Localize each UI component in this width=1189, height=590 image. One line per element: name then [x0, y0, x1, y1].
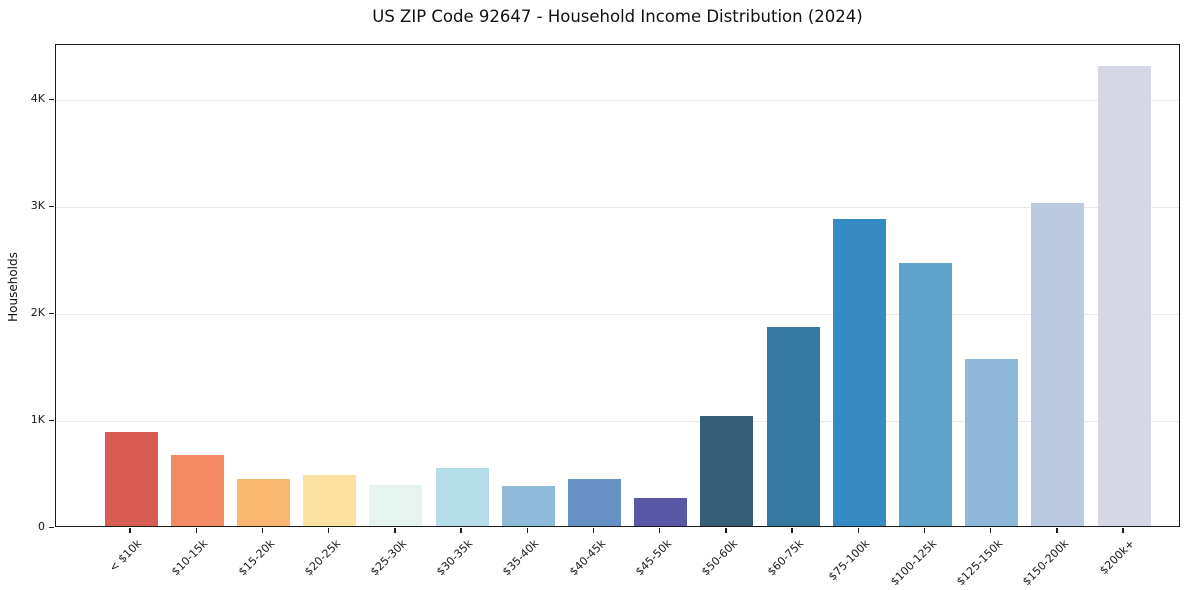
- x-tick-label: $20-25k: [301, 537, 343, 579]
- y-tick-label: 0: [38, 520, 45, 533]
- x-tick-label: $15-20k: [235, 537, 277, 579]
- x-tick-mark: [327, 528, 330, 533]
- x-tick-mark: [129, 528, 131, 533]
- bar: [1031, 202, 1085, 526]
- x-tick-mark: [791, 528, 793, 533]
- x-tick-mark: [526, 528, 529, 533]
- x-tick-mark: [460, 528, 462, 533]
- x-tick-label: $10-15k: [169, 537, 211, 579]
- x-tick-label: $100-125k: [887, 537, 939, 589]
- grid-line: [56, 207, 1179, 209]
- y-tick-mark: [49, 205, 54, 208]
- x-tick-label: $25-30k: [367, 537, 410, 579]
- x-tick-label: $200k+: [1097, 537, 1138, 578]
- bar: [1097, 66, 1151, 526]
- grid-line: [56, 314, 1179, 316]
- bar: [899, 263, 952, 526]
- x-tick-label: $40-45k: [566, 537, 608, 579]
- bar: [766, 327, 820, 526]
- bar: [435, 468, 489, 526]
- bar: [634, 497, 688, 526]
- x-tick-mark: [989, 528, 992, 533]
- x-tick-label: $30-35k: [434, 537, 476, 579]
- x-tick-mark: [857, 528, 860, 533]
- y-tick-mark: [49, 98, 54, 101]
- x-tick-mark: [261, 528, 264, 533]
- bar: [965, 359, 1019, 526]
- plot-area: [55, 44, 1180, 527]
- chart-title: US ZIP Code 92647 - Household Income Dis…: [372, 7, 863, 26]
- bar: [104, 431, 158, 526]
- bar: [303, 474, 357, 526]
- x-tick-label: < $10k: [106, 537, 145, 575]
- y-tick-label: 2K: [30, 306, 45, 320]
- x-tick-mark: [923, 528, 926, 533]
- x-tick-mark: [1056, 528, 1058, 533]
- y-tick-label: 3K: [30, 199, 45, 213]
- y-tick-label: 1K: [30, 413, 45, 427]
- bar: [700, 416, 754, 526]
- x-tick-mark: [394, 528, 396, 533]
- x-tick-mark: [1122, 528, 1124, 533]
- x-tick-label: $75-100k: [826, 537, 873, 584]
- x-tick-mark: [592, 528, 595, 533]
- x-tick-label: $60-75k: [765, 537, 807, 579]
- y-tick-mark: [49, 419, 54, 422]
- x-tick-label: $45-50k: [632, 537, 674, 579]
- bar: [832, 218, 886, 526]
- y-tick-mark: [49, 526, 54, 528]
- x-tick-label: $35-40k: [500, 537, 542, 579]
- grid-line: [56, 421, 1179, 423]
- x-tick-label: $125-150k: [953, 537, 1005, 589]
- x-tick-mark: [658, 528, 661, 533]
- x-tick-label: $50-60k: [698, 537, 741, 579]
- bar: [369, 484, 423, 526]
- grid-line: [56, 100, 1179, 102]
- bar: [237, 478, 290, 526]
- x-tick-mark: [195, 528, 198, 533]
- bar: [568, 478, 621, 526]
- y-tick-mark: [49, 312, 54, 315]
- bar: [501, 486, 555, 526]
- x-tick-mark: [725, 528, 727, 533]
- y-tick-label: 4K: [30, 92, 45, 106]
- x-tick-label: $150-200k: [1019, 537, 1072, 589]
- bar: [170, 454, 224, 526]
